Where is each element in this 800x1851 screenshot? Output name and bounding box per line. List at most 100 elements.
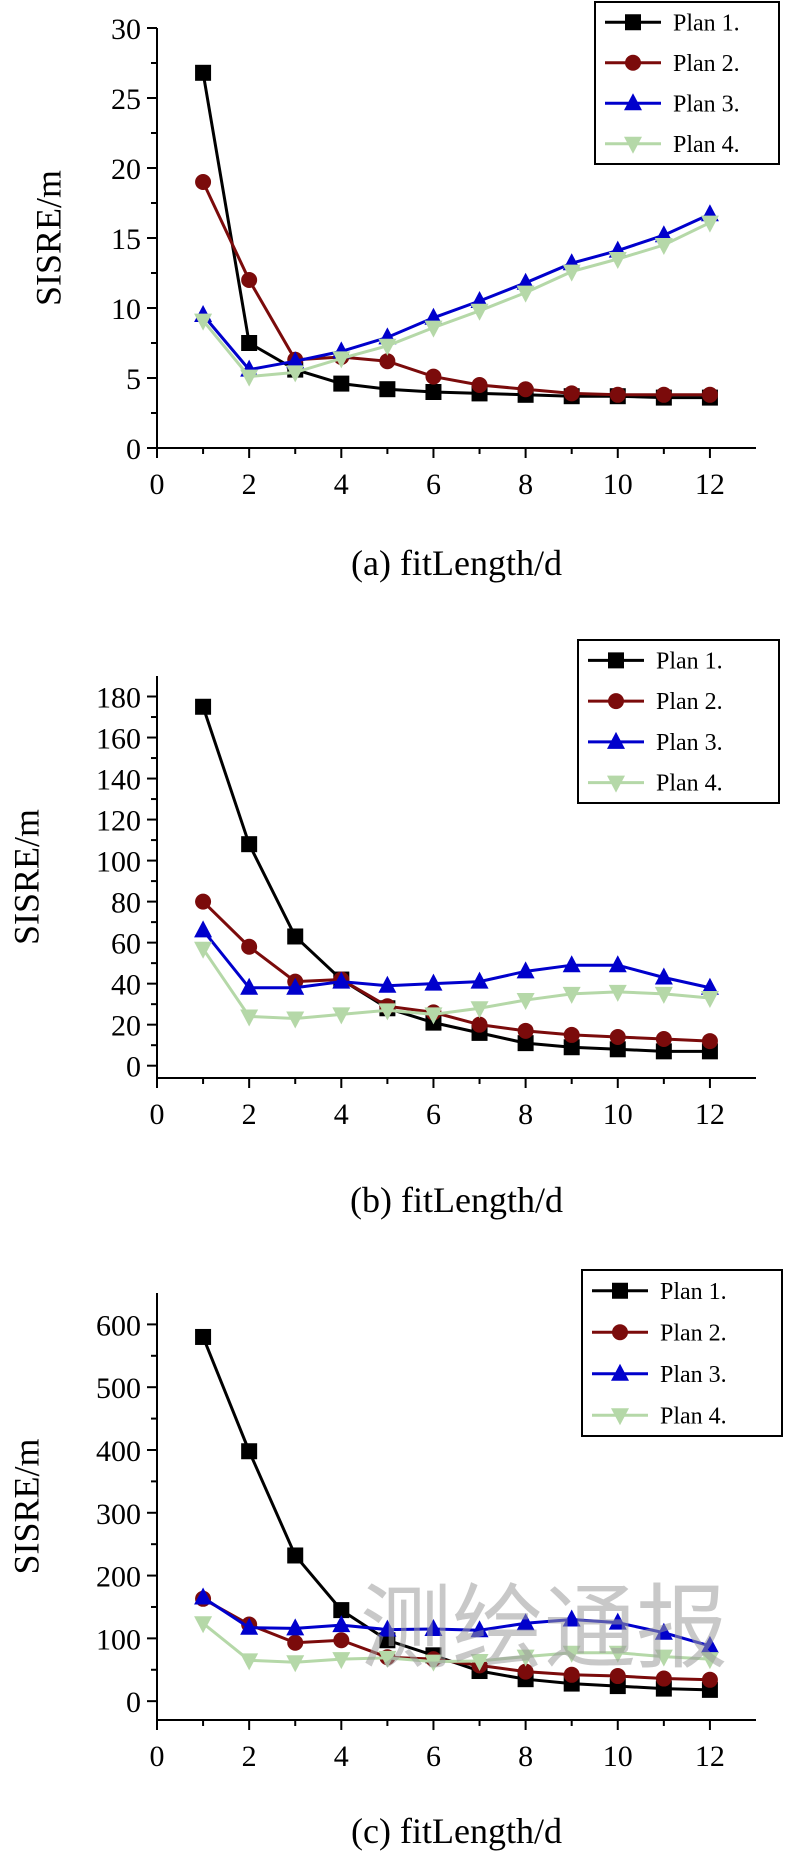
x-tick-label: 10 <box>603 468 633 501</box>
data-point-plan-4 <box>608 252 627 269</box>
series-line-plan-3 <box>201 212 711 372</box>
chart-panel-3: 0 2 4 6 8 10 12 0 100 200 300 400 500 600 (c) fitLengt… <box>7 1269 783 1851</box>
legend-marker-plan-3 <box>624 93 642 111</box>
y-tick-label: 300 <box>96 1498 141 1531</box>
data-point-plan-3 <box>240 1617 259 1635</box>
y-tick-label: 120 <box>96 805 141 838</box>
series-plan-4 <box>194 941 719 1029</box>
data-point-plan-4 <box>654 238 673 255</box>
series-line-plan-4 <box>201 947 711 1021</box>
data-point-plan-2 <box>517 1022 534 1039</box>
data-point-plan-3 <box>424 973 443 991</box>
x-tick-label: 6 <box>426 468 441 501</box>
legend-label-plan-2: Plan 2. <box>656 689 723 715</box>
legend-label-plan-3: Plan 3. <box>660 1362 727 1388</box>
legend-marker-plan-3 <box>607 731 625 749</box>
legend-label-plan-4: Plan 4. <box>660 1403 727 1429</box>
data-point-plan-3 <box>654 1622 673 1640</box>
data-point-plan-4 <box>700 215 719 233</box>
data-point-plan-3 <box>470 291 489 308</box>
data-point-plan-2 <box>241 938 258 955</box>
data-point-plan-1 <box>287 928 304 945</box>
data-point-plan-1 <box>241 1443 258 1460</box>
data-point-plan-4 <box>240 369 259 387</box>
y-axis-title: SISRE/m <box>7 809 47 945</box>
data-point-plan-3 <box>378 975 397 993</box>
data-point-plan-1 <box>609 1041 626 1058</box>
data-point-plan-1 <box>241 335 258 351</box>
legend-marker-plan-4 <box>611 1408 629 1426</box>
data-point-plan-3 <box>562 1609 581 1627</box>
y-tick-label: 0 <box>126 1051 141 1084</box>
series-plan-2 <box>195 174 718 403</box>
y-tick-label: 30 <box>111 13 141 46</box>
legend-label-plan-1: Plan 1. <box>660 1279 727 1305</box>
series-plan-3 <box>194 204 719 377</box>
data-point-plan-4 <box>700 991 719 1009</box>
y-tick-label: 15 <box>111 223 141 256</box>
data-point-plan-4 <box>378 338 397 356</box>
legend-label-plan-4: Plan 4. <box>673 132 740 158</box>
data-point-plan-1 <box>333 375 350 392</box>
data-point-plan-4 <box>332 1652 351 1670</box>
series-line-plan-4 <box>201 221 711 379</box>
data-point-plan-2 <box>517 381 534 398</box>
data-point-plan-3 <box>700 1635 719 1653</box>
data-point-plan-2 <box>563 1666 580 1683</box>
data-point-plan-3 <box>608 1612 627 1630</box>
legend: Plan 1. Plan 2. Plan 3. Plan 4. <box>581 1269 783 1437</box>
legend-marker-plan-4 <box>624 136 642 154</box>
data-point-plan-3 <box>194 1587 213 1605</box>
legend: Plan 1. Plan 2. Plan 3. Plan 4. <box>594 1 780 165</box>
data-point-plan-3 <box>608 955 627 973</box>
data-point-plan-4 <box>332 351 351 369</box>
data-point-plan-1 <box>563 1039 580 1056</box>
data-point-plan-2 <box>701 1671 718 1688</box>
x-tick-label: 0 <box>150 468 165 501</box>
y-tick-label: 5 <box>126 363 141 396</box>
legend-label-plan-2: Plan 2. <box>673 51 740 77</box>
data-point-plan-3 <box>654 967 673 985</box>
x-tick-label: 4 <box>334 1098 349 1131</box>
data-point-plan-3 <box>378 1619 397 1637</box>
x-tick-label: 12 <box>695 1098 725 1131</box>
data-point-plan-2 <box>563 1026 580 1043</box>
series-plan-4 <box>194 1616 719 1673</box>
y-tick-label: 400 <box>96 1435 141 1468</box>
y-tick-label: 80 <box>111 887 141 920</box>
data-point-plan-4 <box>240 1009 259 1027</box>
legend-label-plan-2: Plan 2. <box>660 1320 727 1346</box>
data-point-plan-2 <box>195 893 212 910</box>
data-point-plan-4 <box>332 1007 351 1025</box>
data-point-plan-4 <box>424 320 443 338</box>
x-tick-label: 12 <box>695 1740 725 1773</box>
data-point-plan-4 <box>286 1011 305 1029</box>
data-point-plan-2 <box>471 1016 488 1033</box>
y-tick-label: 200 <box>96 1561 141 1594</box>
data-point-plan-3 <box>424 1618 443 1636</box>
legend-marker-plan-2 <box>625 54 641 71</box>
data-point-plan-4 <box>378 1650 397 1668</box>
data-point-plan-1 <box>655 1043 672 1060</box>
data-point-plan-2 <box>471 377 488 393</box>
data-point-plan-1 <box>287 1547 304 1564</box>
x-axis-title: (b) fitLength/d <box>350 1180 563 1220</box>
y-tick-label: 100 <box>96 846 141 879</box>
data-point-plan-4 <box>194 313 213 331</box>
x-tick-label: 8 <box>518 468 533 501</box>
data-point-plan-2 <box>655 386 672 403</box>
legend-label-plan-1: Plan 1. <box>656 648 723 674</box>
legend-marker-plan-1 <box>612 1282 628 1299</box>
data-point-plan-3 <box>194 920 213 938</box>
data-point-plan-3 <box>286 1618 305 1636</box>
data-point-plan-1 <box>241 836 258 853</box>
data-point-plan-1 <box>517 1035 534 1052</box>
data-point-plan-4 <box>562 986 581 1004</box>
y-tick-label: 25 <box>111 83 141 116</box>
y-tick-label: 10 <box>111 293 141 326</box>
data-point-plan-4 <box>562 264 581 282</box>
x-tick-label: 10 <box>603 1740 633 1773</box>
data-point-plan-4 <box>240 1653 259 1671</box>
data-point-plan-4 <box>608 984 627 1002</box>
